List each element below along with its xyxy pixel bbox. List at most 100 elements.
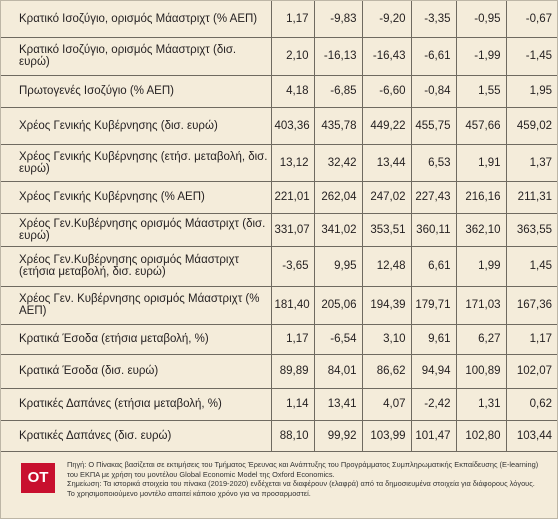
cell-value: 167,36 — [505, 286, 557, 325]
cell-value: -1,45 — [505, 37, 557, 76]
cell-value: 1,95 — [505, 75, 557, 108]
cell-value: -16,13 — [313, 37, 362, 76]
cell-value: 6,53 — [410, 144, 456, 182]
cell-value: 1,99 — [455, 246, 506, 287]
cell-value: 227,43 — [410, 181, 456, 214]
table-row: Κρατικά Έσοδα (ετήσια μεταβολή, %) 1,17 -6… — [1, 324, 557, 355]
cell-value: 86,62 — [361, 354, 411, 389]
table-row: Κρατικές Δαπάνες (ετήσια μεταβολή, %) 1,1… — [1, 388, 557, 421]
cell-value: 457,66 — [455, 107, 506, 145]
cell-value: 99,92 — [313, 420, 362, 452]
footer-text: Πηγή: Ο Πίνακας βασίζεται σε εκτιμήσεις … — [67, 460, 542, 498]
table-row: Χρέος Γενικής Κυβέρνησης (ετήσ. μεταβολή… — [1, 144, 557, 182]
cell-value: -16,43 — [361, 37, 411, 76]
cell-value: 32,42 — [313, 144, 362, 182]
cell-value: 205,06 — [313, 286, 362, 325]
cell-value: 88,10 — [270, 420, 314, 452]
cell-value: -0,95 — [455, 1, 506, 38]
cell-value: 262,04 — [313, 181, 362, 214]
cell-value: 3,10 — [361, 324, 411, 355]
cell-value: 341,02 — [313, 213, 362, 247]
cell-value: 103,99 — [361, 420, 411, 452]
cell-value: -3,35 — [410, 1, 456, 38]
cell-value: 459,02 — [505, 107, 557, 145]
cell-value: -0,84 — [410, 75, 456, 108]
cell-value: 455,75 — [410, 107, 456, 145]
table-row: Χρέος Γεν.Κυβέρνησης ορισμός Μάαστριχτ (… — [1, 213, 557, 247]
cell-value: -9,83 — [313, 1, 362, 38]
row-label: Χρέος Γεν.Κυβέρνησης ορισμός Μάαστριχτ (… — [1, 213, 271, 247]
cell-value: 102,80 — [455, 420, 506, 452]
cell-value: 247,02 — [361, 181, 411, 214]
cell-value: 360,11 — [410, 213, 456, 247]
table-row: Κρατικό Ισοζύγιο, ορισμός Μάαστριχτ (δισ… — [1, 37, 557, 76]
table-row: Κρατικές Δαπάνες (δισ. ευρώ) 88,10 99,92 10… — [1, 420, 557, 452]
source-note: Πηγή: Ο Πίνακας βασίζεται σε εκτιμήσεις … — [67, 460, 539, 479]
table-row: Κρατικά Έσοδα (δισ. ευρώ) 89,89 84,01 86,62… — [1, 354, 557, 389]
cell-value: -6,54 — [313, 324, 362, 355]
cell-value: 211,31 — [505, 181, 557, 214]
cell-value: 194,39 — [361, 286, 411, 325]
row-label: Χρέος Γενικής Κυβέρνησης (ετήσ. μεταβολή… — [1, 144, 271, 182]
row-label: Κρατικά Έσοδα (ετήσια μεταβολή, %) — [1, 324, 271, 355]
cell-value: -6,60 — [361, 75, 411, 108]
cell-value: 435,78 — [313, 107, 362, 145]
cell-value: 6,61 — [410, 246, 456, 287]
cell-value: 4,07 — [361, 388, 411, 421]
cell-value: 1,45 — [505, 246, 557, 287]
row-label: Χρέος Γεν.Κυβέρνησης ορισμός Μάαστριχτ (… — [1, 246, 271, 287]
cell-value: 363,55 — [505, 213, 557, 247]
cell-value: -1,99 — [455, 37, 506, 76]
cell-value: 1,55 — [455, 75, 506, 108]
cell-value: 353,51 — [361, 213, 411, 247]
data-table: Κρατικό Ισοζύγιο, ορισμός Μάαστριχτ (% Α… — [1, 1, 557, 452]
row-label: Χρέος Γενικής Κυβέρνησης (δισ. ευρώ) — [1, 107, 271, 145]
row-label: Κρατικά Έσοδα (δισ. ευρώ) — [1, 354, 271, 389]
row-label: Κρατικές Δαπάνες (δισ. ευρώ) — [1, 420, 271, 452]
remark-note: Σημείωση: Τα ιστορικά στοιχεία του πίνακ… — [67, 479, 535, 498]
cell-value: -3,65 — [270, 246, 314, 287]
cell-value: 216,16 — [455, 181, 506, 214]
row-label: Κρατικό Ισοζύγιο, ορισμός Μάαστριχτ (% Α… — [1, 1, 271, 38]
cell-value: 1,14 — [270, 388, 314, 421]
cell-value: 100,89 — [455, 354, 506, 389]
cell-value: 1,17 — [270, 324, 314, 355]
cell-value: -6,85 — [313, 75, 362, 108]
cell-value: -6,61 — [410, 37, 456, 76]
cell-value: -9,20 — [361, 1, 411, 38]
cell-value: 403,36 — [270, 107, 314, 145]
table-row: Πρωτογενές Ισοζύγιο (% ΑΕΠ) 4,18 -6,85 -6,6… — [1, 75, 557, 108]
cell-value: 94,94 — [410, 354, 456, 389]
row-label: Χρέος Γενικής Κυβέρνησης (% ΑΕΠ) — [1, 181, 271, 214]
cell-value: 221,01 — [270, 181, 314, 214]
cell-value: 101,47 — [410, 420, 456, 452]
cell-value: 181,40 — [270, 286, 314, 325]
cell-value: -0,67 — [505, 1, 557, 38]
cell-value: 102,07 — [505, 354, 557, 389]
table-row: Χρέος Γενικής Κυβέρνησης (% ΑΕΠ) 221,01 26… — [1, 181, 557, 214]
table-row: Χρέος Γεν. Κυβέρνησης ορισμός Μάαστριχτ … — [1, 286, 557, 325]
cell-value: 12,48 — [361, 246, 411, 287]
cell-value: 1,31 — [455, 388, 506, 421]
row-label: Χρέος Γεν. Κυβέρνησης ορισμός Μάαστριχτ … — [1, 286, 271, 325]
cell-value: 13,12 — [270, 144, 314, 182]
table-row: Κρατικό Ισοζύγιο, ορισμός Μάαστριχτ (% Α… — [1, 1, 557, 38]
cell-value: 6,27 — [455, 324, 506, 355]
logo: OT — [21, 463, 55, 493]
cell-value: 2,10 — [270, 37, 314, 76]
cell-value: 9,95 — [313, 246, 362, 287]
cell-value: 1,17 — [505, 324, 557, 355]
row-label: Κρατικές Δαπάνες (ετήσια μεταβολή, %) — [1, 388, 271, 421]
cell-value: 1,17 — [270, 1, 314, 38]
row-label: Πρωτογενές Ισοζύγιο (% ΑΕΠ) — [1, 75, 271, 108]
table-row: Χρέος Γενικής Κυβέρνησης (δισ. ευρώ) 403,… — [1, 107, 557, 145]
cell-value: 331,07 — [270, 213, 314, 247]
cell-value: 13,41 — [313, 388, 362, 421]
cell-value: 89,89 — [270, 354, 314, 389]
cell-value: 4,18 — [270, 75, 314, 108]
cell-value: 1,37 — [505, 144, 557, 182]
cell-value: 362,10 — [455, 213, 506, 247]
cell-value: 13,44 — [361, 144, 411, 182]
cell-value: -2,42 — [410, 388, 456, 421]
